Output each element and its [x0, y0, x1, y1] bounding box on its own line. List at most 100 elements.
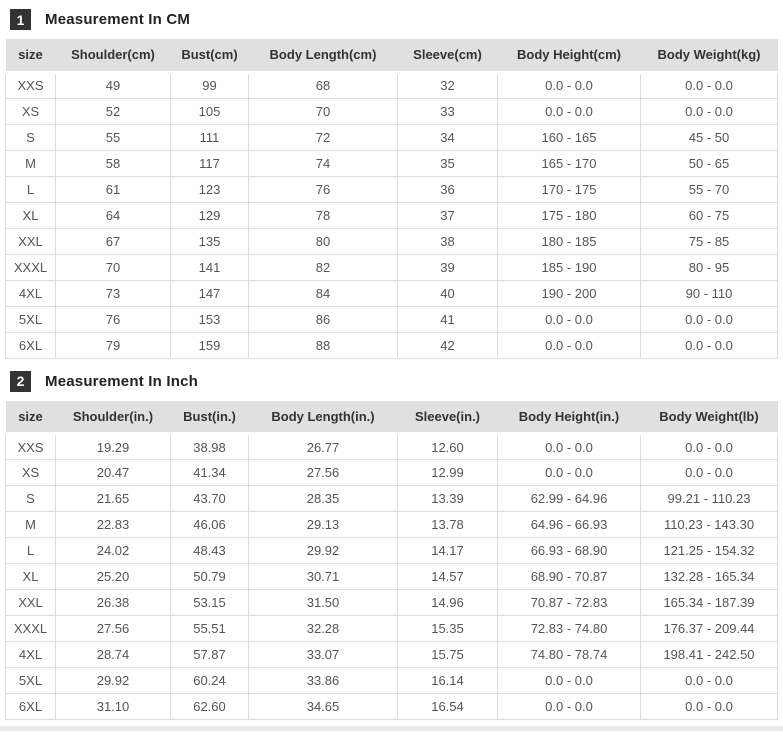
value-cell: 43.70 — [170, 485, 249, 512]
value-cell: 60.24 — [170, 667, 249, 694]
value-cell: 31.10 — [55, 693, 171, 720]
value-cell: 72 — [248, 123, 398, 151]
section-title: Measurement In Inch — [45, 372, 199, 390]
value-cell: 38 — [397, 227, 498, 255]
table-row: XXS 49 99 68 32 0.0 - 0.0 0.0 - 0.0 — [5, 71, 778, 99]
column-header: Body Length(in.) — [248, 400, 398, 435]
table-row: XXXL 27.56 55.51 32.28 15.35 72.83 - 74.80 176… — [5, 615, 778, 642]
value-cell: 13.78 — [397, 511, 498, 538]
value-cell: 0.0 - 0.0 — [640, 459, 778, 486]
table-row: XL 25.20 50.79 30.71 14.57 68.90 - 70.87 132.2… — [5, 563, 778, 590]
value-cell: 28.35 — [248, 485, 398, 512]
value-cell: 72.83 - 74.80 — [497, 615, 641, 642]
value-cell: 22.83 — [55, 511, 171, 538]
value-cell: 27.56 — [248, 459, 398, 486]
value-cell: 57.87 — [170, 641, 249, 668]
measurement-section-cm: 1 Measurement In CM size Shoulder(cm) Bust… — [0, 9, 783, 359]
value-cell: 15.75 — [397, 641, 498, 668]
value-cell: 29.13 — [248, 511, 398, 538]
value-cell: 52 — [55, 97, 171, 125]
size-cell: XS — [5, 459, 56, 486]
table-row: 5XL 29.92 60.24 33.86 16.14 0.0 - 0.0 0.0 - 0.… — [5, 667, 778, 694]
value-cell: 190 - 200 — [497, 279, 641, 307]
value-cell: 75 - 85 — [640, 227, 778, 255]
section-header-cm: 1 Measurement In CM — [10, 9, 783, 30]
value-cell: 84 — [248, 279, 398, 307]
value-cell: 70 — [55, 253, 171, 281]
column-header: Body Height(cm) — [497, 39, 641, 74]
value-cell: 14.96 — [397, 589, 498, 616]
section-number-badge: 1 — [10, 9, 31, 30]
value-cell: 64 — [55, 201, 171, 229]
value-cell: 135 — [170, 227, 249, 255]
value-cell: 27.56 — [55, 615, 171, 642]
value-cell: 0.0 - 0.0 — [640, 305, 778, 333]
value-cell: 66.93 - 68.90 — [497, 537, 641, 564]
section-number-badge: 2 — [10, 370, 31, 392]
value-cell: 153 — [170, 305, 249, 333]
size-cell: M — [5, 511, 56, 538]
size-cell: XXS — [5, 433, 56, 460]
value-cell: 79 — [55, 331, 171, 359]
size-cell: 5XL — [5, 305, 56, 333]
table-row: M 22.83 46.06 29.13 13.78 64.96 - 66.93 110.23… — [5, 511, 778, 538]
value-cell: 26.38 — [55, 589, 171, 616]
value-cell: 14.17 — [397, 537, 498, 564]
value-cell: 70.87 - 72.83 — [497, 589, 641, 616]
value-cell: 42 — [397, 331, 498, 359]
size-cell: XXXL — [5, 615, 56, 642]
value-cell: 88 — [248, 331, 398, 359]
value-cell: 129 — [170, 201, 249, 229]
value-cell: 19.29 — [55, 433, 171, 460]
value-cell: 165.34 - 187.39 — [640, 589, 778, 616]
value-cell: 0.0 - 0.0 — [640, 433, 778, 460]
value-cell: 34 — [397, 123, 498, 151]
value-cell: 170 - 175 — [497, 175, 641, 203]
value-cell: 165 - 170 — [497, 149, 641, 177]
column-header: Shoulder(in.) — [55, 400, 171, 435]
table-row: 5XL 76 153 86 41 0.0 - 0.0 0.0 - 0.0 — [5, 305, 778, 333]
value-cell: 74 — [248, 149, 398, 177]
value-cell: 132.28 - 165.34 — [640, 563, 778, 590]
column-header: Body Weight(kg) — [640, 39, 778, 74]
value-cell: 36 — [397, 175, 498, 203]
column-header: Bust(in.) — [170, 400, 249, 435]
value-cell: 31.50 — [248, 589, 398, 616]
size-cell: 6XL — [5, 331, 56, 359]
value-cell: 15.35 — [397, 615, 498, 642]
value-cell: 0.0 - 0.0 — [640, 667, 778, 694]
value-cell: 55 - 70 — [640, 175, 778, 203]
value-cell: 45 - 50 — [640, 123, 778, 151]
value-cell: 99 — [170, 71, 249, 99]
value-cell: 12.99 — [397, 459, 498, 486]
size-cell: XS — [5, 97, 56, 125]
column-header: size — [5, 400, 56, 435]
size-cell: 6XL — [5, 693, 56, 720]
size-cell: XL — [5, 563, 56, 590]
bottom-divider — [0, 726, 783, 731]
value-cell: 68.90 - 70.87 — [497, 563, 641, 590]
table-header-row: size Shoulder(in.) Bust(in.) Body Length(in… — [5, 400, 778, 435]
value-cell: 41.34 — [170, 459, 249, 486]
size-cell: XXL — [5, 227, 56, 255]
table-row: S 55 111 72 34 160 - 165 45 - 50 — [5, 123, 778, 151]
size-cell: XXL — [5, 589, 56, 616]
table-row: 4XL 73 147 84 40 190 - 200 90 - 110 — [5, 279, 778, 307]
column-header: Sleeve(cm) — [397, 39, 498, 74]
size-cell: 4XL — [5, 279, 56, 307]
value-cell: 0.0 - 0.0 — [497, 97, 641, 125]
measurement-section-inch: 2 Measurement In Inch size Shoulder(in.) B… — [0, 370, 783, 720]
value-cell: 64.96 - 66.93 — [497, 511, 641, 538]
value-cell: 73 — [55, 279, 171, 307]
value-cell: 41 — [397, 305, 498, 333]
table-row: XXS 19.29 38.98 26.77 12.60 0.0 - 0.0 0.0 - 0.… — [5, 433, 778, 460]
value-cell: 0.0 - 0.0 — [497, 693, 641, 720]
column-header: Body Weight(lb) — [640, 400, 778, 435]
value-cell: 90 - 110 — [640, 279, 778, 307]
size-cell: L — [5, 537, 56, 564]
value-cell: 121.25 - 154.32 — [640, 537, 778, 564]
value-cell: 53.15 — [170, 589, 249, 616]
value-cell: 13.39 — [397, 485, 498, 512]
value-cell: 14.57 — [397, 563, 498, 590]
